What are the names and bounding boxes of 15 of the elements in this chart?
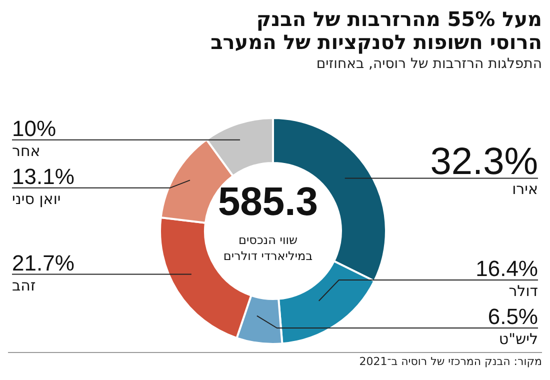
text: מקור: הבנק המרכזי של רוסיה ב־2021: [8, 352, 542, 368]
slice-label: יואן סיני: [12, 190, 61, 208]
slice-label: אחר: [12, 142, 40, 160]
data-label: 6.5%: [488, 304, 538, 329]
data-label: 21.7%: [12, 250, 74, 276]
chart-subtitle: התפלגות הרזרבות של רוסיה, באחוזים: [316, 56, 542, 72]
data-label: 16.4%: [476, 256, 538, 281]
slice-label: ליש"ט: [498, 330, 538, 348]
text: 585.3: [216, 180, 320, 225]
slice-label: דולר: [508, 282, 538, 300]
text: שווי הנכסים במיליארדי דולרים: [222, 232, 314, 264]
data-label: 10%: [12, 116, 56, 141]
slice-label: זהב: [12, 276, 36, 294]
chart-title: מעל 55% מהרזרבות של הבנק הרוסי חשופות לסנקציות של המערב: [210, 7, 542, 54]
data-label: 13.1%: [12, 164, 74, 189]
